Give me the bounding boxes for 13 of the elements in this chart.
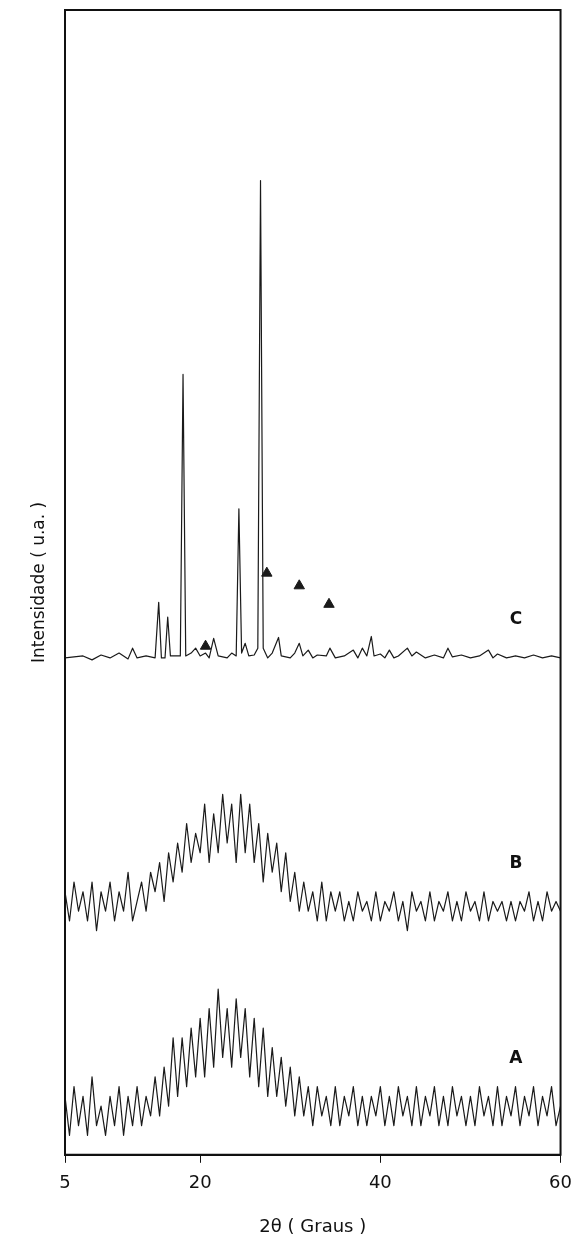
point	[199, 639, 212, 650]
series-label: A	[509, 1046, 524, 1067]
series-label: B	[509, 851, 523, 872]
x-tick-label: 60	[549, 1171, 572, 1193]
x-axis-title: 2θ ( Graus )	[259, 1214, 367, 1236]
x-tick-label: 40	[368, 1171, 392, 1193]
x-tick-label: 5	[59, 1171, 71, 1193]
series-label: C	[509, 608, 523, 629]
x-tick-label: 20	[188, 1171, 212, 1193]
y-axis-title: Intensidade ( u.a. )	[28, 501, 49, 663]
point	[261, 566, 273, 577]
point	[293, 579, 305, 590]
point	[323, 597, 335, 608]
